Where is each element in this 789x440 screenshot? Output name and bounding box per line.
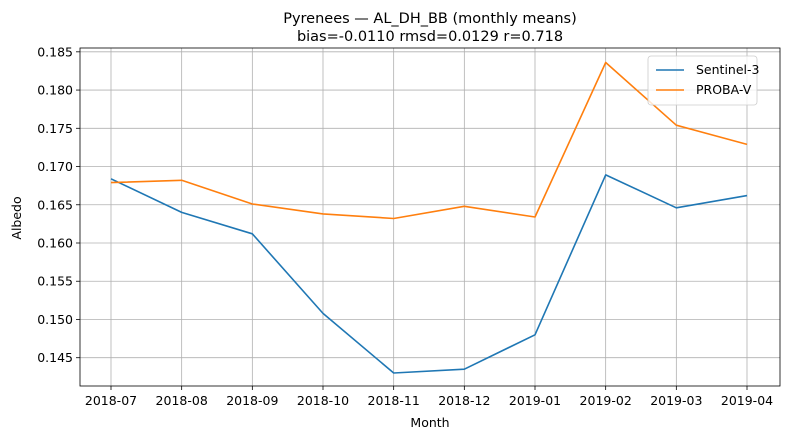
y-tick-label: 0.165 [37,197,73,212]
y-tick-label: 0.155 [37,274,73,289]
x-tick-label: 2019-02 [580,393,632,408]
x-axis-label: Month [410,415,449,430]
legend-label-sentinel-3: Sentinel-3 [696,62,759,77]
grid [80,48,780,386]
y-tick-label: 0.160 [37,236,73,251]
chart-title: Pyrenees — AL_DH_BB (monthly means) [283,11,577,27]
y-axis-label: Albedo [9,196,24,239]
legend-label-proba-v: PROBA-V [696,82,752,97]
y-tick-label: 0.175 [37,121,73,136]
x-tick-label: 2018-12 [438,393,490,408]
x-tick-label: 2019-04 [721,393,773,408]
x-tick-label: 2018-08 [156,393,208,408]
legend: Sentinel-3 PROBA-V [647,55,759,106]
x-tick-label: 2018-09 [226,393,278,408]
x-tick-label: 2019-01 [509,393,561,408]
legend-box [647,55,758,106]
chart-subtitle: bias=-0.0110 rmsd=0.0129 r=0.718 [297,29,563,45]
y-tick-label: 0.145 [37,350,73,365]
x-tick-label: 2018-11 [368,393,420,408]
y-tick-label: 0.185 [37,44,73,59]
plot-frame [79,47,781,387]
x-tick-label: 2019-03 [650,393,702,408]
x-tick-label: 2018-07 [85,393,137,408]
x-axis-ticks: 2018-07 2018-08 2018-09 2018-10 2018-11 2018-… [85,386,773,408]
y-tick-label: 0.150 [37,312,73,327]
series-lines [110,61,748,374]
series-line-sentinel-3 [110,174,748,374]
y-tick-label: 0.180 [37,83,73,98]
x-tick-label: 2018-10 [297,393,349,408]
y-axis-ticks: 0.145 0.150 0.155 0.160 0.165 0.170 0.175 0.180… [37,44,80,365]
y-tick-label: 0.170 [37,159,73,174]
series-line-proba-v [110,61,748,220]
